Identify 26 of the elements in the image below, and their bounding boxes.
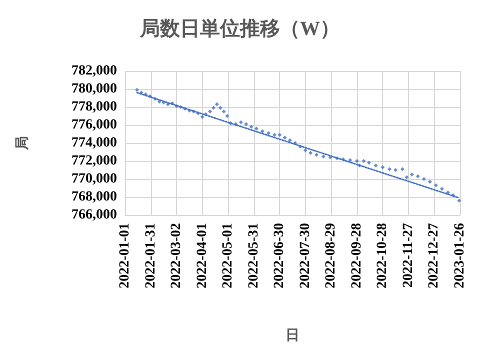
y-tick-label: 772,000	[72, 154, 117, 168]
y-tick-label: 782,000	[72, 64, 117, 78]
x-tick-label: 2022-05-31	[246, 223, 262, 288]
x-tick-label: 2022-12-27	[426, 223, 442, 288]
x-tick-label: 2022-11-27	[400, 223, 416, 288]
y-tick-label: 766,000	[72, 208, 117, 222]
x-axis-title: 日	[286, 328, 300, 344]
x-tick-label: 2022-01-01	[118, 223, 132, 288]
y-tick-label: 776,000	[72, 118, 117, 132]
y-axis-title: 局	[14, 136, 30, 151]
y-tick-label: 774,000	[72, 136, 117, 150]
x-tick-label: 2022-01-31	[143, 223, 158, 288]
x-tick-label: 2022-10-28	[375, 223, 390, 288]
x-tick-label: 2022-04-01	[194, 223, 210, 288]
x-tick-label: 2022-07-30	[298, 223, 313, 288]
x-tick-label: 2022-05-01	[220, 223, 236, 288]
x-tick-label: 2022-08-29	[324, 223, 339, 288]
y-tick-label: 778,000	[72, 100, 117, 114]
x-tick-label: 2022-09-28	[349, 223, 364, 288]
y-tick-label: 770,000	[72, 172, 117, 186]
x-tick-label: 2022-06-30	[272, 223, 288, 288]
y-tick-label: 768,000	[72, 190, 117, 204]
x-tick-label: 2023-01-26	[452, 223, 468, 288]
y-tick-label: 780,000	[72, 82, 117, 96]
chart-title: 局数日単位推移（W）	[139, 18, 340, 40]
x-tick-label: 2022-03-02	[169, 223, 184, 288]
